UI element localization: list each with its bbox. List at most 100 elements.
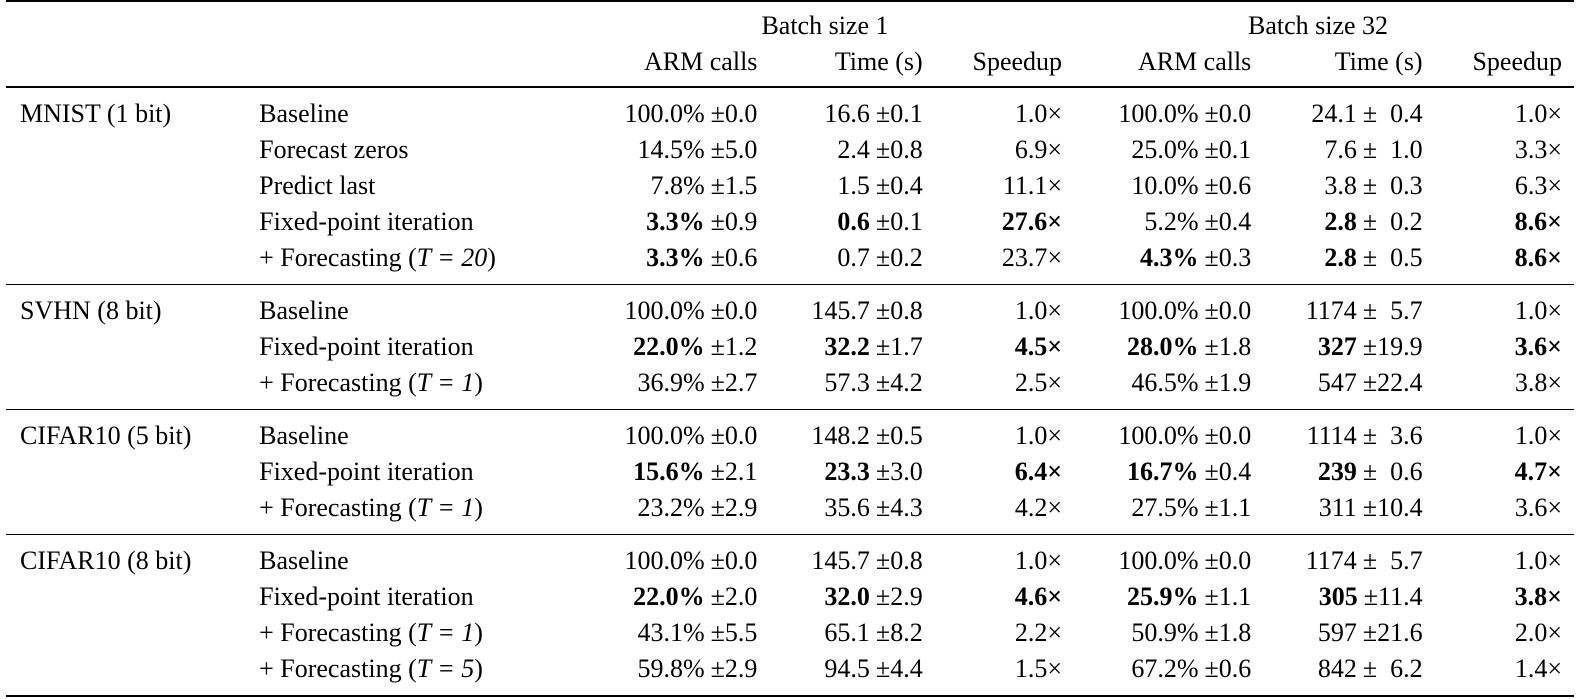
speedup-bs32-value: 2.0× <box>1514 618 1562 647</box>
arm-calls-bs1: 7.8% ±1.5 <box>588 168 758 204</box>
time-bs32-stddev: ± 0.3 <box>1362 171 1423 200</box>
dataset-label: CIFAR10 (5 bit) <box>6 409 260 454</box>
time-bs1-value: 57.3 <box>824 368 870 397</box>
time-bs1: 2.4 ±0.8 <box>757 132 922 168</box>
arm-calls-bs32-value: 67.2% <box>1131 654 1199 683</box>
time-bs32-value: 1174 <box>1305 296 1357 325</box>
speedup-bs1: 1.0× <box>923 87 1062 132</box>
method-parameter: T = 1 <box>416 493 475 522</box>
time-bs1-stddev: ±0.4 <box>875 171 923 200</box>
method-name: + Forecasting ( <box>259 368 417 397</box>
time-bs1-value: 0.7 <box>837 243 870 272</box>
table-row: Forecast zeros 14.5% ±5.0 2.4 ±0.8 6.9× 25.0% ±… <box>6 132 1574 168</box>
arm-calls-bs1: 100.0% ±0.0 <box>588 87 757 132</box>
time-bs32-stddev: ± 0.6 <box>1362 457 1423 486</box>
arm-calls-bs32-value: 28.0% <box>1127 332 1199 361</box>
method-name: Fixed-point iteration <box>259 582 474 611</box>
arm-calls-bs1-value: 22.0% <box>633 332 705 361</box>
time-bs1-stddev: ±0.1 <box>875 99 923 128</box>
arm-calls-bs32-value: 100.0% <box>1118 546 1199 575</box>
method-name: + Forecasting ( <box>259 243 417 272</box>
time-bs32-stddev: ±21.6 <box>1362 618 1423 647</box>
time-bs32-stddev: ± 3.6 <box>1362 421 1423 450</box>
arm-calls-bs1-stddev: ±0.0 <box>710 546 758 575</box>
table-row: Fixed-point iteration 3.3% ±0.9 0.6 ±0.1 27.6… <box>6 204 1574 240</box>
time-bs32-stddev: ± 6.2 <box>1362 654 1423 683</box>
arm-calls-bs32-stddev: ±1.8 <box>1204 332 1252 361</box>
time-bs32-value: 311 <box>1318 493 1357 522</box>
speedup-bs1: 2.5× <box>923 365 1062 410</box>
speedup-bs1: 4.6× <box>923 579 1062 615</box>
time-bs1-stddev: ±4.4 <box>875 654 923 683</box>
time-bs32: 239 ± 0.6 <box>1251 454 1423 490</box>
header-column-row: ARM calls Time (s) Speedup ARM calls Tim… <box>6 44 1574 88</box>
arm-calls-bs1-stddev: ±1.5 <box>710 171 758 200</box>
time-bs32-value: 2.8 <box>1324 207 1357 236</box>
dataset-label <box>6 651 260 697</box>
time-bs1: 32.0 ±2.9 <box>757 579 922 615</box>
arm-calls-bs32: 100.0% ±0.0 <box>1062 284 1252 329</box>
table-row: + Forecasting (T = 1) 36.9% ±2.7 57.3 ±4.2 2.… <box>6 365 1574 410</box>
time-bs32: 3.8 ± 0.3 <box>1251 168 1422 204</box>
arm-calls-bs1: 43.1% ±5.5 <box>588 615 757 651</box>
time-bs32-value: 842 <box>1317 654 1357 683</box>
table-row: + Forecasting (T = 1) 43.1% ±5.5 65.1 ±8.2 2.… <box>6 615 1574 651</box>
time-bs32-value: 1114 <box>1306 421 1357 450</box>
speedup-bs1-value: 11.1× <box>1002 171 1063 200</box>
arm-calls-bs32-value: 5.2% <box>1144 207 1199 236</box>
arm-calls-bs32-stddev: ±0.6 <box>1204 654 1252 683</box>
method-name: Forecast zeros <box>259 135 409 164</box>
arm-calls-bs1-stddev: ±2.9 <box>710 493 758 522</box>
dataset-label <box>6 454 259 490</box>
arm-calls-bs1-value: 43.1% <box>637 618 705 647</box>
speedup-bs32: 1.0× <box>1423 87 1574 132</box>
dataset-label: CIFAR10 (8 bit) <box>6 534 260 579</box>
arm-calls-bs32-stddev: ±0.0 <box>1204 296 1252 325</box>
arm-calls-bs32-value: 100.0% <box>1118 421 1199 450</box>
time-bs32: 547 ±22.4 <box>1251 365 1423 410</box>
speedup-bs1-value: 1.5× <box>1014 654 1063 683</box>
dataset-label <box>6 615 259 651</box>
time-bs1: 23.3 ±3.0 <box>757 454 922 490</box>
group-header-batch-1: Batch size 1 <box>587 0 1063 44</box>
dataset-label <box>6 132 259 168</box>
time-bs1-stddev: ±3.0 <box>875 457 923 486</box>
time-bs32: 597 ±21.6 <box>1251 615 1423 651</box>
table-row: Fixed-point iteration 15.6% ±2.1 23.3 ±3.0 6.… <box>6 454 1574 490</box>
arm-calls-bs32-value: 50.9% <box>1131 618 1199 647</box>
time-bs1-stddev: ±2.9 <box>875 582 923 611</box>
method-name: Fixed-point iteration <box>259 332 474 361</box>
speedup-bs1-value: 6.4× <box>1014 457 1063 486</box>
arm-calls-bs1-stddev: ±5.0 <box>710 135 758 164</box>
time-bs1: 35.6 ±4.3 <box>757 490 922 535</box>
method-label: Fixed-point iteration <box>259 454 588 490</box>
speedup-bs1-value: 6.9× <box>1014 135 1063 164</box>
time-bs1-value: 148.2 <box>811 421 870 450</box>
arm-calls-bs1: 3.3% ±0.9 <box>588 204 757 240</box>
time-bs32: 2.8 ± 0.2 <box>1251 204 1422 240</box>
dataset-label <box>6 579 259 615</box>
arm-calls-bs32: 4.3% ±0.3 <box>1062 240 1251 285</box>
speedup-bs1: 23.7× <box>923 240 1062 285</box>
speedup-bs32-value: 4.7× <box>1514 457 1562 486</box>
speedup-bs32: 3.6× <box>1423 329 1574 365</box>
time-bs1: 145.7 ±0.8 <box>757 284 923 329</box>
speedup-bs32-value: 3.8× <box>1514 582 1562 611</box>
arm-calls-bs32: 5.2% ±0.4 <box>1062 204 1251 240</box>
method-parameter: T = 1 <box>416 368 475 397</box>
dataset-label <box>6 490 259 535</box>
method-name: Baseline <box>259 296 349 325</box>
arm-calls-bs1-value: 3.3% <box>646 207 705 236</box>
arm-calls-bs1-value: 100.0% <box>624 296 705 325</box>
time-bs1: 16.6 ±0.1 <box>757 87 922 132</box>
speedup-bs32-value: 1.4× <box>1514 654 1562 683</box>
method-label: Fixed-point iteration <box>259 579 588 615</box>
table-row: Fixed-point iteration 22.0% ±2.0 32.0 ±2.9 4.… <box>6 579 1574 615</box>
method-name: Predict last <box>259 171 376 200</box>
method-label: + Forecasting (T = 5) <box>259 651 588 697</box>
time-bs32: 2.8 ± 0.5 <box>1251 240 1422 285</box>
group-header-batch-32: Batch size 32 <box>1062 0 1574 44</box>
arm-calls-bs32: 46.5% ±1.9 <box>1062 365 1251 410</box>
speedup-bs1: 11.1× <box>923 168 1062 204</box>
time-bs1-value: 16.6 <box>824 99 870 128</box>
